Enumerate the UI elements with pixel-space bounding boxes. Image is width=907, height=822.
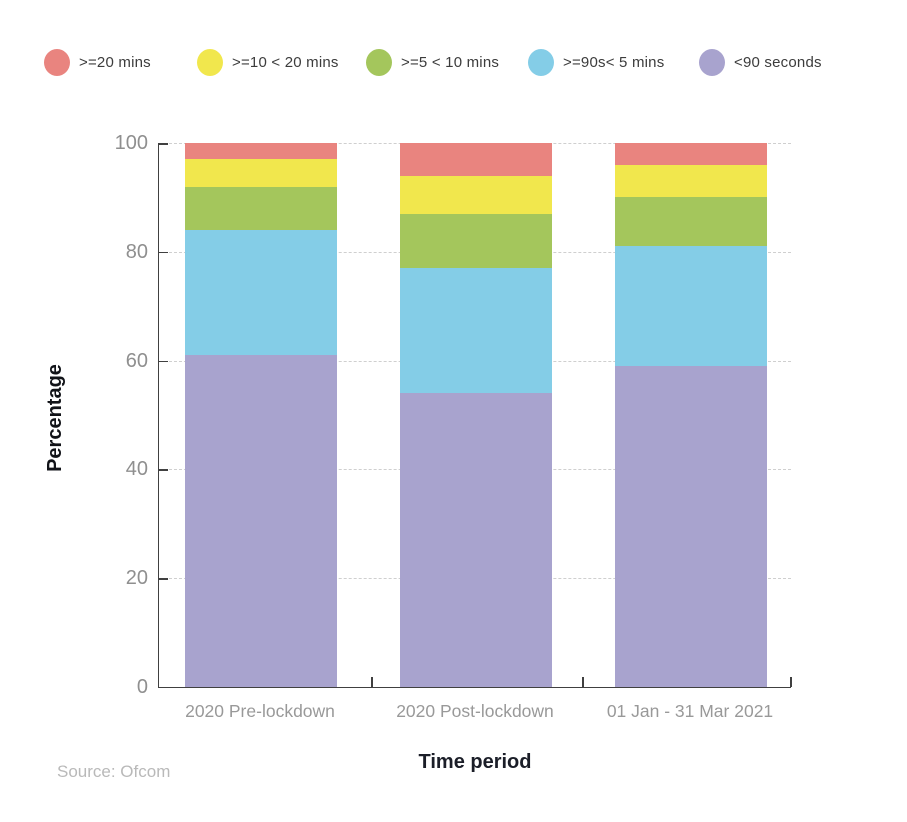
legend-item-1: >=10 < 20 mins <box>197 48 339 76</box>
bar-1-segment-2 <box>400 213 552 269</box>
bar-0 <box>185 143 337 687</box>
y-axis-title: Percentage <box>44 364 66 472</box>
legend-label: >=20 mins <box>79 53 151 71</box>
bar-2-segment-1 <box>615 164 767 198</box>
legend-label: >=10 < 20 mins <box>232 53 339 71</box>
y-tick-label-20: 20 <box>125 567 148 590</box>
bar-2 <box>615 143 767 687</box>
y-tick-40 <box>159 469 168 471</box>
plot-area <box>158 143 792 688</box>
legend-label: >=5 < 10 mins <box>401 53 500 71</box>
y-tick-20 <box>159 578 168 580</box>
bar-1-segment-0 <box>400 143 552 176</box>
bar-2-segment-3 <box>615 246 767 367</box>
legend-swatch-icon <box>44 48 70 76</box>
legend-swatch-icon <box>528 48 554 76</box>
legend-swatch-icon <box>366 48 392 76</box>
legend-item-3: >=90s< 5 mins <box>528 48 664 76</box>
x-tick-2 <box>790 677 792 687</box>
y-tick-label-0: 0 <box>136 676 148 698</box>
legend-label: >=90s< 5 mins <box>563 53 665 71</box>
legend-swatch-icon <box>699 48 725 76</box>
y-tick-label-100: 100 <box>114 132 148 154</box>
y-tick-label-60: 60 <box>125 349 148 372</box>
x-category-label-1: 2020 Post-lockdown <box>396 701 554 721</box>
bar-0-segment-0 <box>185 143 337 160</box>
bar-0-segment-3 <box>185 230 337 356</box>
bar-2-segment-4 <box>615 366 767 687</box>
y-tick-label-40: 40 <box>125 458 148 481</box>
bar-0-segment-4 <box>185 355 337 687</box>
bar-1 <box>400 143 552 687</box>
legend-item-0: >=20 mins <box>44 48 151 76</box>
source-attribution: Source: Ofcom <box>57 762 171 781</box>
bar-1-segment-1 <box>400 175 552 214</box>
legend-label: <90 seconds <box>734 53 822 71</box>
bar-1-segment-3 <box>400 268 552 394</box>
bar-0-segment-2 <box>185 186 337 231</box>
x-category-label-2: 01 Jan - 31 Mar 2021 <box>606 701 774 721</box>
x-axis-title: Time period <box>418 751 532 773</box>
y-tick-100 <box>159 143 168 145</box>
legend-item-4: <90 seconds <box>699 48 822 76</box>
bar-2-segment-2 <box>615 197 767 247</box>
y-tick-80 <box>159 251 168 254</box>
legend-item-2: >=5 < 10 mins <box>366 48 499 76</box>
x-tick-1 <box>582 677 584 687</box>
y-tick-60 <box>159 360 168 363</box>
x-category-label-0: 2020 Pre-lockdown <box>185 701 335 721</box>
y-tick-label-80: 80 <box>125 240 148 263</box>
legend-swatch-icon <box>197 48 223 76</box>
x-tick-0 <box>371 677 373 687</box>
bar-0-segment-1 <box>185 159 337 187</box>
bar-2-segment-0 <box>615 143 767 165</box>
bar-1-segment-4 <box>400 393 552 687</box>
